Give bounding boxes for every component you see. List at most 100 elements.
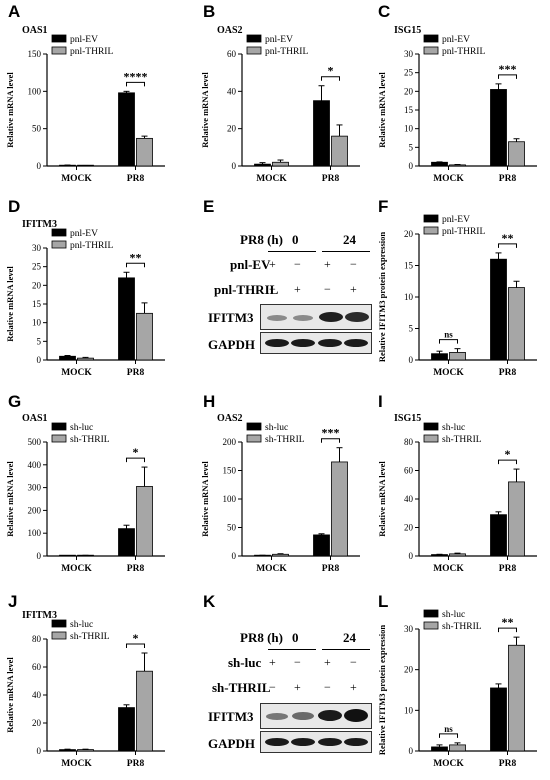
bar xyxy=(490,687,507,752)
y-tick-label: 20 xyxy=(32,718,42,728)
wb-time-label: PR8 (h) xyxy=(240,630,283,645)
y-tick-label: 60 xyxy=(404,466,414,476)
wb-sign: + xyxy=(294,282,301,296)
chart-a-oas1: OAS1 pnl-EV pnl-THRIL 0 50 100 150 Relative mRN… xyxy=(0,20,175,190)
x-tick-label: MOCK xyxy=(433,368,464,378)
y-tick-label: 300 xyxy=(28,483,42,493)
y-tick-label: 60 xyxy=(32,662,42,672)
legend-swatch xyxy=(423,609,439,618)
y-axis-label: Relative IFITM3 protein expression xyxy=(377,232,387,363)
y-axis-label: Relative mRNA level xyxy=(200,461,210,537)
panel-letter-h: H xyxy=(203,392,216,411)
legend-swatch xyxy=(423,214,439,223)
y-tick-label: 150 xyxy=(223,466,237,476)
significance-bracket xyxy=(126,81,145,87)
wb-sign: + xyxy=(324,257,331,271)
significance-label: ** xyxy=(502,231,514,245)
y-tick-label: 10 xyxy=(404,292,414,302)
chart-svg: OAS2 sh-luc sh-THRIL 0 50 100 150 200 Relative m… xyxy=(200,413,360,574)
legend-label: pnl-THRIL xyxy=(265,47,308,57)
y-tick-label: 40 xyxy=(404,494,414,504)
bar xyxy=(136,137,153,167)
x-tick-label: PR8 xyxy=(127,368,145,378)
panel-letter-k: K xyxy=(203,592,216,611)
significance-label: * xyxy=(505,447,511,461)
legend-swatch xyxy=(51,619,67,628)
chart-title: OAS2 xyxy=(217,25,243,36)
legend-label: pnl-THRIL xyxy=(442,47,485,57)
wb-blot-gapdh xyxy=(260,731,372,753)
bar xyxy=(431,161,448,167)
panel-letter-c: C xyxy=(378,2,391,21)
bar xyxy=(449,553,466,557)
x-tick-label: PR8 xyxy=(127,174,145,184)
panel-letter-g: G xyxy=(8,392,22,411)
y-tick-label: 15 xyxy=(404,261,414,271)
panel-letter-l: L xyxy=(378,592,389,611)
significance-label: ** xyxy=(130,250,142,264)
significance-bracket xyxy=(498,74,517,79)
chart-title: OAS1 xyxy=(22,25,48,36)
wb-sign: − xyxy=(350,257,357,271)
y-tick-label: 0 xyxy=(409,161,414,171)
x-tick-label: MOCK xyxy=(61,564,92,574)
wb-underline-0 xyxy=(268,251,316,252)
bar xyxy=(136,312,153,361)
chart-title: OAS1 xyxy=(22,413,48,424)
significance-bracket xyxy=(439,733,458,738)
y-tick-label: 15 xyxy=(404,105,414,115)
legend-label: sh-THRIL xyxy=(70,632,110,642)
chart-title: ISG15 xyxy=(394,25,421,36)
y-tick-label: 10 xyxy=(32,318,42,328)
bar xyxy=(118,92,135,167)
bar xyxy=(490,258,507,361)
bar xyxy=(431,353,448,361)
legend-swatch xyxy=(423,34,439,43)
significance-label: ** xyxy=(502,615,514,629)
legend-swatch xyxy=(51,228,67,237)
significance-label: ns xyxy=(444,724,453,734)
x-tick-label: PR8 xyxy=(322,174,340,184)
y-tick-label: 50 xyxy=(32,124,42,134)
wb-sign: − xyxy=(350,655,357,669)
wb-time-24: 24 xyxy=(343,232,356,247)
panel-letter-f: F xyxy=(378,197,389,216)
wb-sign: + xyxy=(350,282,357,296)
y-tick-label: 60 xyxy=(227,49,237,59)
chart-svg: IFITM3 pnl-EV pnl-THRIL 0 5 10 15 20 25 30 Relativ… xyxy=(5,219,165,378)
significance-bracket xyxy=(321,76,340,81)
legend-label: sh-luc xyxy=(70,620,93,630)
wb-blot-ifitm3 xyxy=(260,703,372,729)
y-tick-label: 0 xyxy=(37,355,42,365)
x-tick-label: MOCK xyxy=(256,564,287,574)
x-tick-label: MOCK xyxy=(61,368,92,378)
chart-svg: ISG15 sh-luc sh-THRIL 0 20 40 60 80 Relative mRN… xyxy=(377,413,537,574)
y-tick-label: 15 xyxy=(32,299,42,309)
y-tick-label: 5 xyxy=(37,336,42,346)
bar xyxy=(118,277,135,361)
y-tick-label: 40 xyxy=(227,86,237,96)
panel-letter-b: B xyxy=(203,2,216,21)
y-tick-label: 0 xyxy=(409,746,414,756)
bar xyxy=(449,352,466,361)
panel-letter-j: J xyxy=(8,592,18,611)
significance-bracket xyxy=(321,438,340,443)
wb-row-label-2: pnl-THRIL xyxy=(214,282,279,297)
wb-band-label-gapdh: GAPDH xyxy=(208,337,255,352)
legend-swatch xyxy=(423,226,439,235)
legend-swatch xyxy=(51,434,67,443)
y-tick-label: 80 xyxy=(404,437,414,447)
wb-sign: − xyxy=(324,282,331,296)
legend-swatch xyxy=(246,34,262,43)
chart-b-oas2: OAS2 pnl-EV pnl-THRIL 0 20 40 60 Relative mRNA … xyxy=(195,20,370,190)
wb-sign: + xyxy=(324,655,331,669)
y-tick-label: 200 xyxy=(28,505,42,515)
y-tick-label: 0 xyxy=(409,355,414,365)
bar xyxy=(490,514,507,557)
x-tick-label: MOCK xyxy=(61,174,92,184)
significance-label: * xyxy=(133,445,139,459)
chart-i-isg15: ISG15 sh-luc sh-THRIL 0 20 40 60 80 Relative mRN… xyxy=(372,408,547,580)
panel-letter-a: A xyxy=(8,2,21,21)
significance-bracket xyxy=(126,643,145,648)
chart-svg: OAS1 sh-luc sh-THRIL 0 100 200 300 400 500 Relati… xyxy=(5,413,165,574)
